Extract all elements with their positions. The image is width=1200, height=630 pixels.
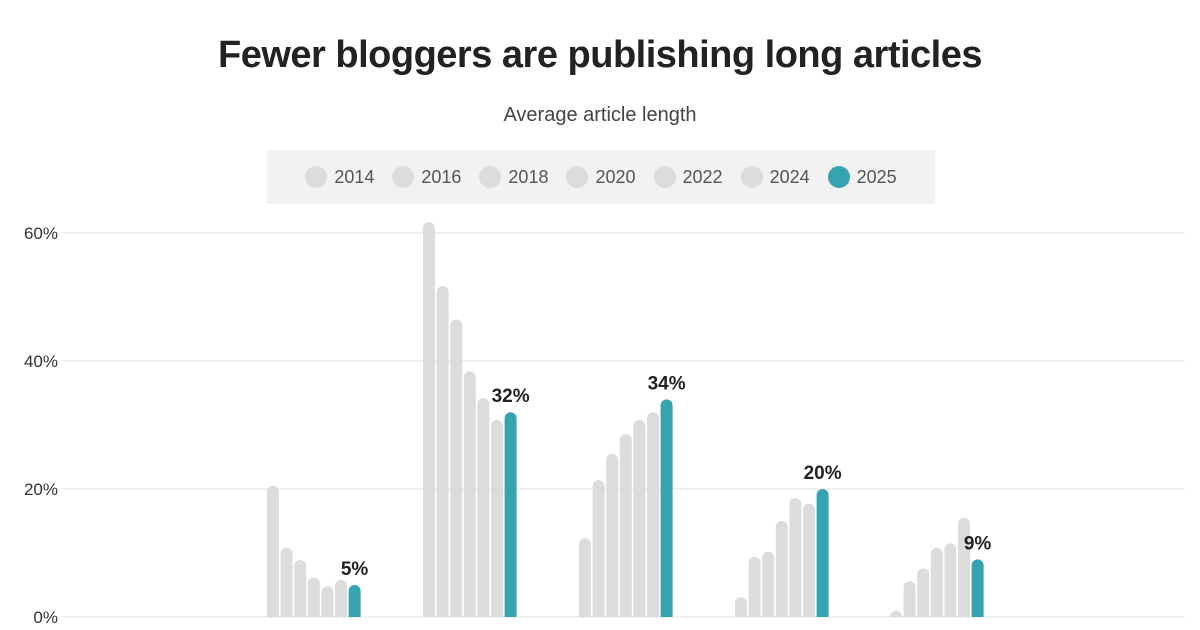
legend: 2014 2016 2018 2020 2022 2024 2025 bbox=[267, 150, 935, 204]
y-tick-label: 0% bbox=[33, 608, 58, 627]
bar bbox=[917, 568, 930, 617]
bar bbox=[816, 489, 829, 617]
y-tick-label: 20% bbox=[24, 480, 58, 499]
chart-title: Fewer bloggers are publishing long artic… bbox=[218, 34, 983, 76]
legend-swatch bbox=[305, 166, 328, 188]
data-label: 5% bbox=[341, 559, 369, 580]
bar bbox=[348, 585, 361, 617]
bar bbox=[775, 521, 788, 617]
bar bbox=[477, 398, 490, 617]
legend-item: 2022 bbox=[653, 166, 723, 188]
bar bbox=[944, 543, 957, 617]
bar bbox=[606, 453, 619, 617]
bar bbox=[280, 547, 293, 617]
bar bbox=[789, 497, 802, 617]
bar bbox=[592, 480, 605, 617]
legend-item: 2020 bbox=[566, 166, 636, 188]
bar bbox=[335, 579, 347, 617]
legend-swatch bbox=[392, 166, 415, 188]
bar bbox=[633, 419, 646, 617]
bar bbox=[803, 503, 816, 617]
y-tick-label: 40% bbox=[24, 352, 58, 371]
bar bbox=[930, 547, 943, 617]
bar bbox=[321, 586, 334, 617]
legend-label: 2020 bbox=[595, 166, 636, 187]
legend-swatch bbox=[827, 166, 850, 188]
bar bbox=[267, 485, 279, 617]
legend-swatch bbox=[479, 166, 502, 188]
legend-label: 2024 bbox=[769, 166, 810, 187]
chart-subtitle: Average article length bbox=[503, 104, 697, 126]
bar bbox=[971, 559, 984, 617]
bar bbox=[579, 538, 591, 617]
data-label: 9% bbox=[964, 533, 992, 554]
bar bbox=[450, 319, 463, 617]
legend-label: 2025 bbox=[856, 166, 897, 187]
bar bbox=[903, 581, 916, 617]
legend-label: 2014 bbox=[334, 166, 375, 187]
bar bbox=[436, 286, 449, 617]
bar bbox=[958, 517, 970, 617]
legend-item: 2016 bbox=[392, 166, 461, 188]
legend-label: 2016 bbox=[421, 166, 462, 187]
legend-item: 2018 bbox=[479, 166, 548, 188]
data-label: 34% bbox=[648, 373, 686, 394]
bar bbox=[619, 433, 632, 617]
legend-label: 2018 bbox=[508, 166, 549, 187]
bar bbox=[463, 371, 476, 617]
legend-swatch bbox=[740, 166, 763, 188]
legend-swatch bbox=[566, 166, 589, 188]
data-label: 32% bbox=[492, 386, 530, 407]
legend-swatch bbox=[653, 166, 676, 188]
bar bbox=[647, 412, 659, 617]
bar bbox=[748, 556, 761, 617]
bar bbox=[890, 610, 902, 617]
bar bbox=[307, 577, 320, 617]
y-tick-label: 60% bbox=[24, 224, 58, 243]
bar bbox=[491, 419, 503, 617]
data-label: 20% bbox=[804, 463, 842, 484]
legend-label: 2022 bbox=[682, 166, 723, 187]
legend-item: 2014 bbox=[305, 166, 374, 188]
bar bbox=[423, 222, 435, 617]
legend-item: 2024 bbox=[740, 166, 810, 188]
bar bbox=[735, 597, 747, 617]
legend-item: 2025 bbox=[827, 166, 897, 188]
bar bbox=[660, 399, 673, 617]
bar bbox=[294, 560, 307, 617]
bar bbox=[504, 412, 517, 617]
bar bbox=[762, 551, 775, 617]
